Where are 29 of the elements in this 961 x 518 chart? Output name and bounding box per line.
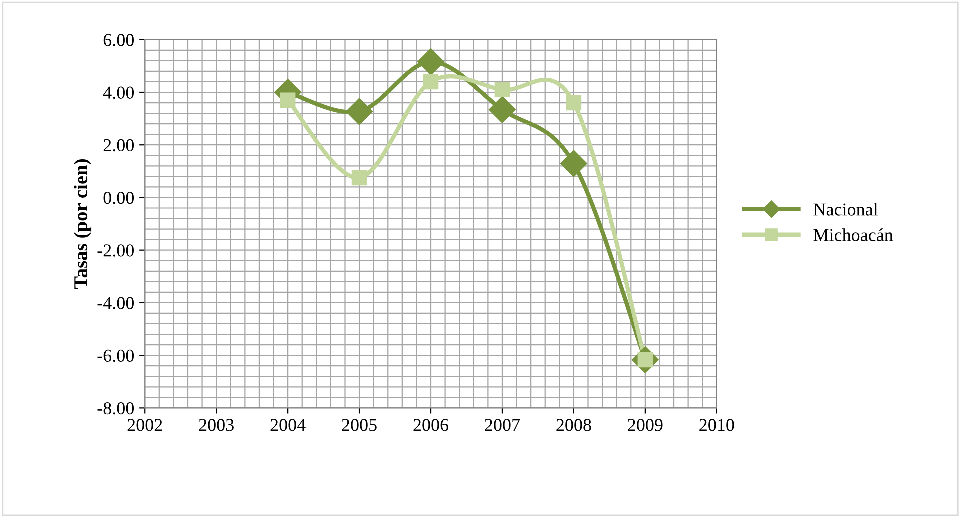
x-tick-label: 2002 xyxy=(128,419,162,432)
y-axis-title: Tasas (por cien) xyxy=(74,160,92,290)
legend-label: Nacional xyxy=(814,203,878,216)
x-tick-label: 2007 xyxy=(485,419,520,432)
point xyxy=(566,95,582,111)
x-tick-label: 2005 xyxy=(342,419,377,432)
y-tick-label: 6.00 xyxy=(104,34,134,46)
x-tick-label: 2009 xyxy=(628,419,663,432)
point xyxy=(423,74,439,90)
point xyxy=(489,96,516,124)
y-tick-label: -8.00 xyxy=(98,402,134,415)
y-tick-label: -4.00 xyxy=(98,297,134,310)
point xyxy=(560,150,588,178)
x-tick-label: 2008 xyxy=(556,419,592,432)
legend-label: Michoacán xyxy=(814,228,894,242)
point xyxy=(494,82,510,98)
y-tick-label: 2.00 xyxy=(104,139,134,152)
y-tick-label: 0.00 xyxy=(104,192,134,204)
point xyxy=(346,98,373,126)
y-tick-label: -2.00 xyxy=(98,244,134,257)
x-tick-label: 2006 xyxy=(414,419,449,432)
x-tick-label: 2003 xyxy=(199,419,234,432)
y-tick-label: -6.00 xyxy=(98,350,134,362)
point xyxy=(352,170,368,186)
x-tick-label: 2010 xyxy=(700,419,734,432)
y-tick-label: 4.00 xyxy=(103,86,134,100)
point xyxy=(418,48,444,76)
point xyxy=(280,92,296,108)
x-tick-label: 2004 xyxy=(270,419,306,432)
